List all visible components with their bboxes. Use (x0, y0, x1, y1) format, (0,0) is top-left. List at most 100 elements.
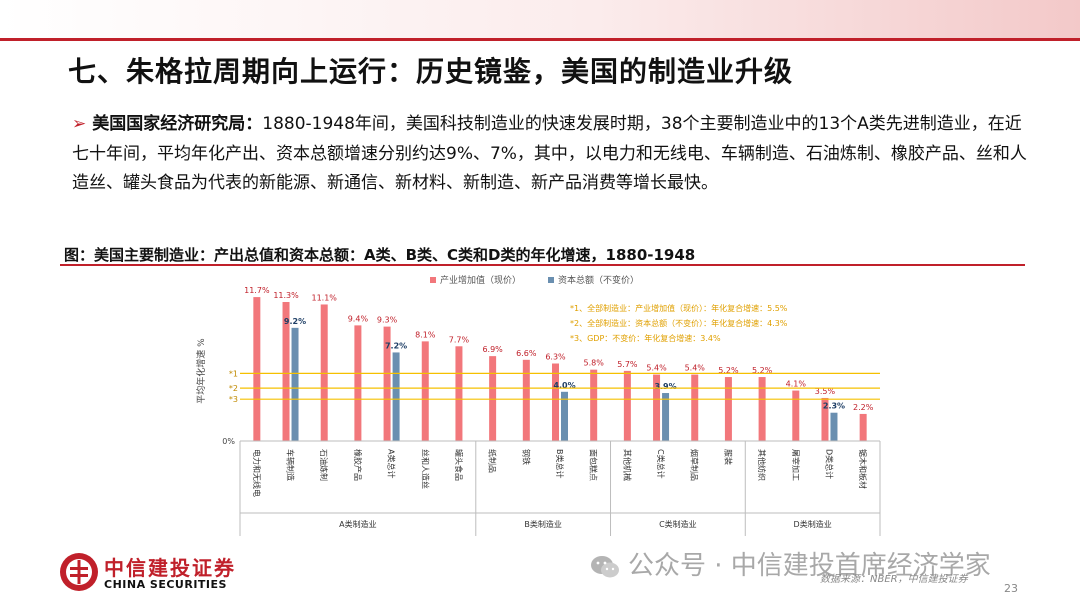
data-label-output: 11.1% (311, 293, 337, 302)
category-label: D类总计 (824, 449, 834, 479)
data-label-capital: 2.3% (823, 402, 845, 411)
bullet-arrow-icon: ➢ (72, 114, 87, 134)
data-label-output: 6.3% (545, 353, 566, 362)
bar-output (253, 297, 261, 441)
watermark: 公众号 · 中信建投首席经济学家 (590, 545, 991, 582)
group-label: A类制造业 (339, 519, 376, 529)
category-label: 车辆制造 (286, 449, 296, 481)
wechat-icon (591, 555, 619, 577)
bar-output (758, 377, 766, 441)
data-label-output: 11.7% (244, 286, 270, 295)
data-label-capital: 3.9% (654, 382, 676, 391)
data-label-output: 5.4% (646, 364, 667, 373)
bar-capital (392, 352, 400, 441)
legend-label-capital: 资本总额（不变价） (558, 274, 639, 286)
data-source: 数据来源：NBER，中信建投证券 (820, 574, 968, 585)
annotation-text: *3、GDP：不变价：年化复合增速：3.4% (570, 333, 721, 343)
bar-output (421, 341, 429, 441)
category-label: 锯木和板材 (858, 449, 868, 489)
group-label: D类制造业 (794, 519, 832, 529)
data-label-output: 2.2% (853, 403, 874, 412)
category-label: 钢铁 (521, 449, 531, 465)
annotation-text: *1、全部制造业：产业增加值（现价）：年化复合增速：5.5% (570, 303, 788, 313)
page-title: 七、朱格拉周期向上运行：历史镜鉴，美国的制造业升级 (68, 55, 794, 88)
bar-chart: 产业增加值（现价） 资本总额（不变价） 平均年化增速 % 0% 11.7%11.3% 11… (195, 274, 881, 536)
bar-output (383, 326, 391, 441)
bar-capital (291, 327, 299, 441)
data-label-capital: 7.2% (385, 341, 407, 350)
category-label: 屠宰加工 (791, 449, 801, 481)
data-label-output: 11.3% (273, 291, 299, 300)
top-divider (0, 38, 1080, 41)
data-label-output: 5.8% (584, 359, 605, 368)
bar-capital (561, 391, 568, 441)
data-label-output: 5.2% (752, 366, 773, 375)
logo-english-text: CHINA SECURITIES (104, 578, 227, 591)
category-label: C类总计 (656, 449, 666, 479)
bullet-lead: 美国国家经济研究局： (92, 114, 263, 134)
page-number: 23 (1004, 582, 1018, 595)
category-label: 服装 (723, 449, 733, 465)
reference-line-label: *2 (229, 384, 238, 393)
category-label: B类总计 (555, 449, 565, 479)
data-label-output: 9.4% (348, 314, 369, 323)
bar-output (552, 363, 559, 441)
data-label-capital: 4.0% (553, 381, 575, 390)
category-label: 石油炼制 (319, 449, 329, 481)
legend-swatch-capital (548, 277, 554, 283)
bar-output (282, 302, 290, 441)
bar-output (354, 325, 362, 441)
bar-output (691, 374, 699, 441)
data-label-output: 3.5% (815, 387, 836, 396)
data-label-output: 5.2% (718, 366, 739, 375)
category-label: 电力和无线电 (252, 449, 262, 497)
category-label: A类总计 (387, 449, 397, 478)
bar-capital (662, 393, 670, 441)
legend-label-output: 产业增加值（现价） (440, 274, 521, 286)
data-label-output: 5.4% (685, 364, 706, 373)
bullet-text: 1880-1948年间，美国科技制造业的快速发展时期，38个主要制造业中的13个… (72, 114, 1027, 193)
bar-output (522, 359, 530, 441)
bar-output (455, 346, 463, 441)
annotation-text: *2、全部制造业：资本总额（不变价）：年化复合增速：4.3% (570, 318, 788, 328)
data-label-output: 5.7% (617, 360, 638, 369)
figure-title: 图：美国主要制造业：产出总值和资本总额：A类、B类、C类和D类的年化增速，188… (64, 246, 696, 264)
bar-capital (830, 412, 838, 441)
bar-output (724, 377, 732, 441)
bar-output (489, 356, 497, 441)
watermark-text: 公众号 · 中信建投首席经济学家 (628, 551, 991, 581)
reference-line-label: *1 (229, 369, 238, 378)
bar-output (792, 390, 800, 441)
data-label-capital: 9.2% (284, 317, 306, 326)
data-label-output: 4.1% (786, 380, 807, 389)
bar-output (590, 369, 598, 441)
category-label: 烟草制品 (690, 449, 700, 481)
category-label: 面包糕点 (589, 449, 599, 481)
china-securities-logo-icon (60, 553, 98, 591)
legend-swatch-output (430, 277, 436, 283)
data-label-output: 9.3% (377, 316, 398, 325)
reference-line-label: *3 (229, 395, 238, 404)
top-banner (0, 0, 1080, 40)
bar-output (320, 304, 328, 441)
y-tick-label: 0% (222, 437, 235, 446)
group-label: B类制造业 (524, 519, 562, 529)
figure-title-underline (60, 264, 1025, 266)
data-label-output: 7.7% (449, 335, 470, 344)
data-label-output: 6.9% (482, 345, 503, 354)
category-label: 橡胶产品 (353, 449, 363, 481)
category-label: 罐头食品 (454, 449, 464, 481)
bar-output (821, 397, 829, 441)
category-label: 其他纺织 (757, 449, 767, 481)
y-axis-label: 平均年化增速 % (195, 338, 207, 404)
category-label: 丝和人造丝 (420, 449, 430, 489)
category-label: 其他机械 (622, 449, 632, 481)
data-label-output: 6.6% (516, 349, 537, 358)
bar-output (623, 370, 631, 441)
group-label: C类制造业 (659, 519, 697, 529)
bar-output (859, 413, 867, 441)
bar-output (653, 374, 661, 441)
category-label: 纸制品 (488, 449, 498, 473)
data-label-output: 8.1% (415, 330, 436, 339)
logo-chinese-text: 中信建投证券 (104, 556, 236, 580)
